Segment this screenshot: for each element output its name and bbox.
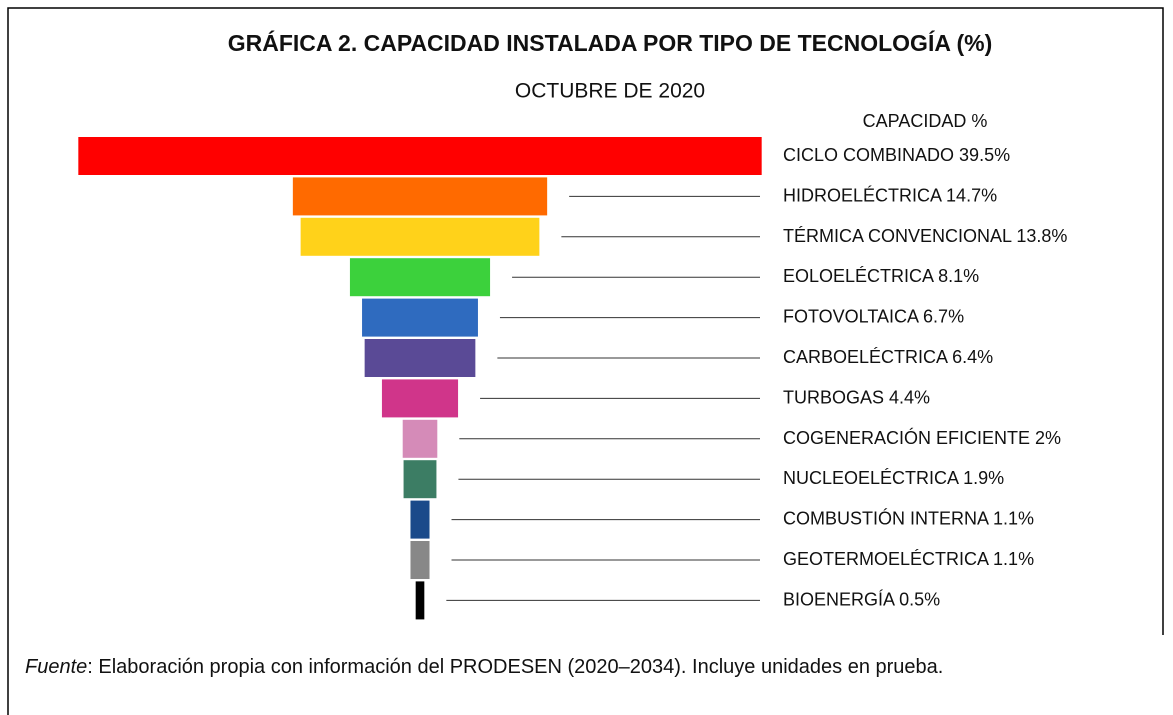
category-label: BIOENERGÍA [783,589,895,609]
bar-label: FOTOVOLTAICA 6.7% [783,306,964,326]
bar [362,298,478,337]
frame [7,7,1164,715]
bar [410,541,430,579]
category-label: COGENERACIÓN EFICIENTE [783,427,1030,448]
value-label: 13.8% [1016,226,1067,246]
chart-title: GRÁFICA 2. CAPACIDAD INSTALADA POR TIPO … [228,29,993,56]
bar [364,339,476,377]
bar-label: COGENERACIÓN EFICIENTE 2% [783,427,1061,448]
value-label: 6.4% [952,347,993,367]
source-label: Fuente [25,656,88,678]
bar [78,137,762,175]
bar-label: HIDROELÉCTRICA 14.7% [783,185,997,205]
bar [300,217,540,256]
bar [381,379,459,418]
bar-label: NUCLEOELÉCTRICA 1.9% [783,468,1004,488]
bar-label: EOLOELÉCTRICA 8.1% [783,266,979,286]
category-label: HIDROELÉCTRICA [783,185,942,205]
bar [292,177,548,216]
value-label: 6.7% [923,306,964,326]
category-label: COMBUSTIÓN INTERNA [783,507,989,528]
bar-label: COMBUSTIÓN INTERNA 1.1% [783,507,1034,528]
category-label: CICLO COMBINADO [783,145,954,165]
chart-subtitle: OCTUBRE DE 2020 [515,80,705,103]
category-label: NUCLEOELÉCTRICA [783,468,959,488]
category-label: FOTOVOLTAICA [783,306,919,326]
category-label: CARBOELÉCTRICA [783,347,948,367]
bar-label: BIOENERGÍA 0.5% [783,589,940,609]
bar-label: CARBOELÉCTRICA 6.4% [783,347,993,367]
value-label: 39.5% [959,145,1010,165]
value-label: 1.9% [963,468,1004,488]
bar [349,258,491,297]
value-label: 8.1% [938,266,979,286]
source-text: : Elaboración propia con información del… [87,656,944,678]
bar-label: CICLO COMBINADO 39.5% [783,145,1010,165]
category-label: GEOTERMOELÉCTRICA [783,549,989,569]
value-label: 4.4% [889,387,930,407]
category-label: TÉRMICA CONVENCIONAL [783,226,1012,246]
value-label: 2% [1035,428,1061,448]
footnote: Fuente: Elaboración propia con informaci… [25,652,1145,682]
bar [415,581,425,620]
bar [402,419,438,458]
bar [410,500,430,539]
bar-label: TÉRMICA CONVENCIONAL 13.8% [783,226,1067,246]
value-label: 14.7% [946,185,997,205]
bar-label: TURBOGAS 4.4% [783,387,930,407]
value-label: 0.5% [899,589,940,609]
legend-title: CAPACIDAD % [863,111,988,131]
category-label: EOLOELÉCTRICA [783,266,934,286]
value-label: 1.1% [993,549,1034,569]
bar-label: GEOTERMOELÉCTRICA 1.1% [783,549,1034,569]
bar [403,460,437,499]
value-label: 1.1% [993,508,1034,528]
category-label: TURBOGAS [783,387,884,407]
